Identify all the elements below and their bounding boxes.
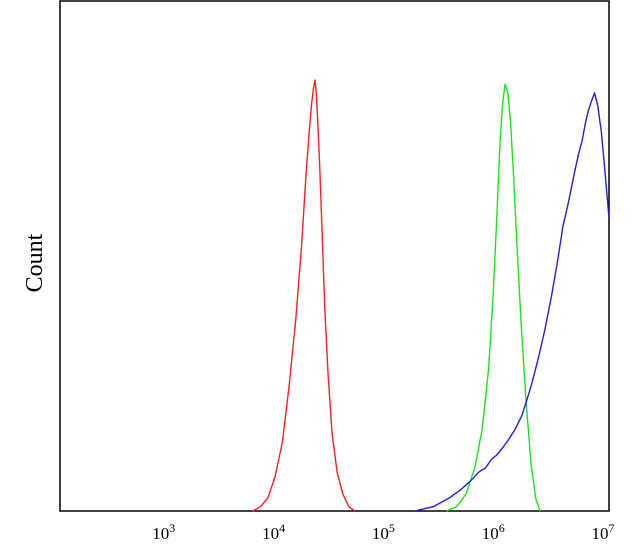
- x-tick-label: 104: [262, 521, 285, 543]
- histogram-series-3: [414, 92, 610, 512]
- histogram-series-2: [446, 83, 541, 512]
- histogram-series-1: [252, 79, 356, 512]
- y-axis-label: Count: [22, 233, 48, 292]
- x-tick-label: 105: [372, 521, 395, 543]
- plot-frame: [59, 0, 610, 512]
- series-layer: [252, 79, 610, 512]
- x-tick-label: 103: [152, 521, 175, 543]
- x-tick-label: 106: [482, 521, 505, 543]
- x-tick-labels: 103 104 105 106 107: [152, 521, 614, 543]
- x-tick-label: 107: [592, 521, 615, 543]
